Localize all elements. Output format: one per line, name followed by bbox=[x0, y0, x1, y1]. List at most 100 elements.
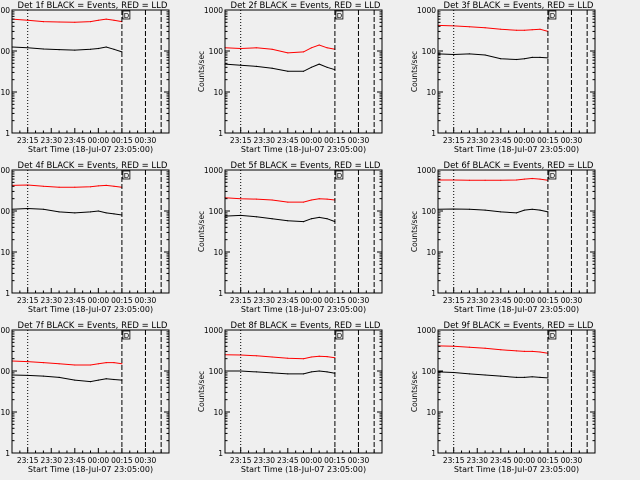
y-tick-label: 1000 bbox=[417, 166, 436, 175]
x-tick-label: 23:45 bbox=[490, 456, 512, 465]
x-tick-label: 23:15 bbox=[443, 296, 465, 305]
data-point-lld bbox=[539, 28, 541, 30]
panel-title: Det 6f BLACK = Events, RED = LLD bbox=[444, 161, 594, 171]
x-axis-label: Start Time (18-Jul-07 23:05:00) bbox=[454, 145, 579, 154]
series-line-events bbox=[11, 46, 123, 53]
x-tick-label: 00:30 bbox=[561, 296, 583, 305]
x-tick-label: 23:45 bbox=[490, 136, 512, 145]
x-tick-label: 00:00 bbox=[88, 296, 110, 305]
x-tick-label: 00:15 bbox=[537, 136, 559, 145]
data-point-events bbox=[240, 370, 242, 372]
y-axis-label: Counts/sec bbox=[410, 211, 419, 252]
x-tick-label: 00:15 bbox=[324, 456, 346, 465]
y-tick-label: 10 bbox=[213, 248, 223, 257]
data-point-events bbox=[89, 48, 92, 50]
data-point-lld bbox=[113, 185, 115, 187]
y-tick-label: 1000 bbox=[204, 326, 223, 335]
x-tick-label: 00:00 bbox=[514, 456, 536, 465]
series-line-events bbox=[225, 370, 335, 375]
data-point-events bbox=[287, 373, 289, 375]
data-point-lld bbox=[326, 356, 328, 358]
data-point-lld bbox=[27, 361, 29, 363]
x-tick-label: 00:00 bbox=[301, 136, 323, 145]
x-tick-label: 23:15 bbox=[230, 296, 252, 305]
data-point-lld bbox=[318, 355, 320, 357]
y-tick-label: 10 bbox=[426, 88, 436, 97]
x-tick-label: 00:00 bbox=[301, 456, 323, 465]
data-point-events bbox=[255, 216, 257, 218]
x-tick-label: 00:15 bbox=[111, 136, 133, 145]
y-tick-label: 10 bbox=[0, 408, 10, 417]
data-point-events bbox=[539, 209, 541, 211]
data-point-events bbox=[310, 66, 312, 68]
data-point-lld bbox=[500, 28, 502, 30]
data-point-lld bbox=[500, 179, 502, 181]
data-point-events bbox=[89, 381, 92, 383]
data-point-events bbox=[271, 67, 273, 69]
y-tick-label: 10 bbox=[0, 88, 10, 97]
data-point-lld bbox=[58, 363, 60, 365]
y-tick-label: 100 bbox=[422, 47, 437, 56]
y-tick-label: 1000 bbox=[417, 6, 436, 15]
data-point-lld bbox=[58, 186, 60, 188]
data-point-events bbox=[326, 371, 328, 373]
panel-title: Det 2f BLACK = Events, RED = LLD bbox=[231, 1, 381, 11]
x-tick-label: 00:30 bbox=[348, 296, 370, 305]
series-line-lld bbox=[11, 360, 122, 366]
x-axis-label: Start Time (18-Jul-07 23:05:00) bbox=[454, 305, 579, 314]
data-point-events bbox=[58, 211, 60, 213]
x-tick-label: 23:15 bbox=[17, 136, 39, 145]
data-point-lld bbox=[287, 201, 289, 203]
marker-box bbox=[122, 330, 131, 340]
data-point-lld bbox=[318, 44, 320, 46]
x-tick-label: 00:15 bbox=[111, 296, 133, 305]
data-point-lld bbox=[74, 364, 76, 366]
x-tick-label: 23:45 bbox=[64, 136, 86, 145]
x-tick-label: 23:30 bbox=[253, 456, 275, 465]
panel-title: Det 5f BLACK = Events, RED = LLD bbox=[231, 161, 381, 171]
series-line-lld bbox=[224, 354, 335, 360]
data-point-events bbox=[500, 375, 502, 377]
data-point-events bbox=[484, 374, 486, 376]
data-point-lld bbox=[318, 198, 320, 200]
marker-label: D bbox=[124, 172, 129, 180]
panel-title: Det 9f BLACK = Events, RED = LLD bbox=[444, 321, 594, 331]
data-point-lld bbox=[42, 362, 45, 364]
marker-box bbox=[335, 330, 344, 340]
data-point-events bbox=[302, 373, 305, 375]
x-tick-label: 00:30 bbox=[348, 136, 370, 145]
data-point-lld bbox=[302, 201, 305, 203]
series-line-events bbox=[11, 207, 122, 216]
y-tick-label: 100 bbox=[0, 367, 10, 376]
data-point-events bbox=[302, 70, 305, 72]
x-tick-label: 23:30 bbox=[40, 456, 62, 465]
y-tick-label: 1 bbox=[218, 449, 223, 458]
data-point-events bbox=[318, 370, 320, 372]
x-tick-label: 00:15 bbox=[324, 136, 346, 145]
y-tick-label: 10 bbox=[213, 408, 223, 417]
marker-label: D bbox=[124, 12, 129, 20]
x-tick-label: 23:30 bbox=[466, 136, 488, 145]
data-point-lld bbox=[89, 364, 92, 366]
marker-label: D bbox=[550, 332, 555, 340]
data-point-lld bbox=[255, 198, 257, 200]
data-point-events bbox=[310, 371, 312, 373]
y-axis-label: Counts/sec bbox=[197, 51, 206, 92]
y-tick-label: 1000 bbox=[204, 166, 223, 175]
data-point-events bbox=[113, 213, 115, 215]
data-point-lld bbox=[539, 178, 541, 180]
y-axis-label: Counts/sec bbox=[197, 211, 206, 252]
data-point-events bbox=[523, 58, 526, 60]
data-point-lld bbox=[468, 346, 470, 348]
marker-box bbox=[335, 10, 344, 20]
data-point-lld bbox=[97, 363, 99, 365]
data-point-events bbox=[105, 46, 107, 48]
x-tick-label: 23:45 bbox=[64, 296, 86, 305]
x-axis-label: Start Time (18-Jul-07 23:05:00) bbox=[28, 145, 153, 154]
data-point-events bbox=[500, 58, 502, 60]
data-point-lld bbox=[255, 47, 257, 49]
